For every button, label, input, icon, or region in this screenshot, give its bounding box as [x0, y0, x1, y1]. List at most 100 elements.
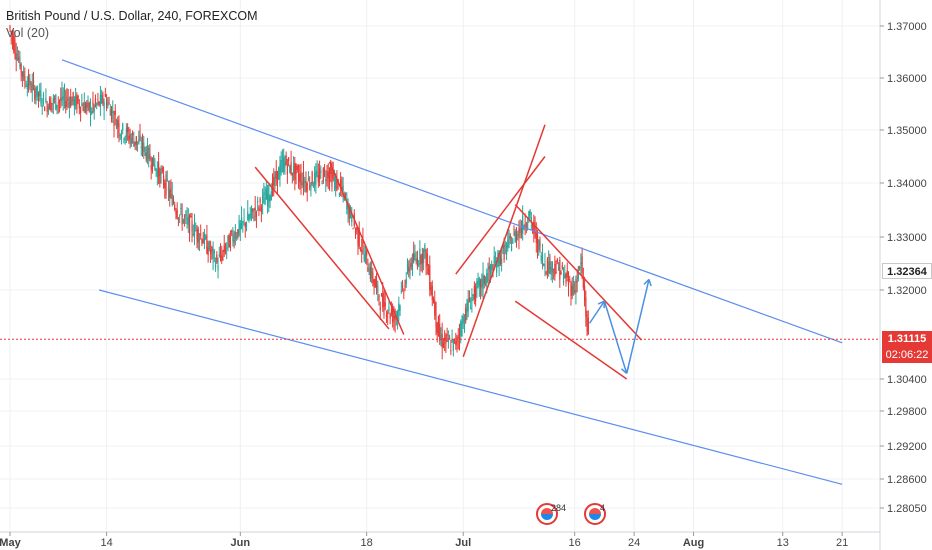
candle-body [187, 216, 189, 225]
candle-body [71, 100, 73, 106]
candle-body [475, 286, 477, 302]
candle-body [424, 245, 426, 252]
candle-body [336, 178, 338, 191]
candle-body [518, 228, 520, 238]
candle-body [253, 216, 255, 221]
candle-body [503, 244, 505, 260]
candle-body [296, 165, 298, 171]
candle-body [36, 85, 38, 97]
candle-body [520, 230, 523, 232]
candle-body [579, 267, 581, 269]
y-tick-label: 1.29200 [887, 441, 927, 453]
candle-body [40, 92, 42, 104]
candle-body [161, 168, 163, 172]
candle-body [60, 97, 62, 101]
candle-body [118, 123, 120, 134]
volume-indicator-label[interactable]: Vol (20) [6, 26, 50, 40]
economic-event-uk-icon[interactable] [536, 503, 558, 525]
candle-body [250, 206, 253, 214]
candle-body [260, 207, 262, 212]
trend-lines [61, 59, 843, 485]
candle-body [166, 179, 168, 181]
candle-body [169, 189, 171, 198]
x-tick-label: 14 [100, 537, 112, 549]
candle-body [82, 106, 84, 111]
candle-body [483, 276, 485, 284]
candle-body [403, 291, 405, 293]
candle-body [124, 136, 126, 140]
candle-body [431, 285, 433, 300]
candle-body [283, 157, 285, 173]
time-axis[interactable]: May 14 Jun 18 Jul 16 24 Aug 13 21 [0, 532, 848, 549]
candle-body [103, 102, 105, 109]
candle-body [455, 340, 457, 345]
economic-event-us-icon[interactable] [584, 503, 606, 525]
candle-body [265, 188, 267, 200]
candle-body [11, 33, 14, 41]
candle-body [94, 98, 97, 104]
candle-body [344, 193, 347, 196]
candle-body [25, 85, 27, 87]
candle-body [57, 102, 59, 104]
pattern-lines [254, 124, 643, 380]
candle-body [47, 106, 49, 112]
candle-body [387, 312, 389, 314]
candle-body [79, 107, 82, 114]
candle-body [110, 107, 113, 120]
candle-body [361, 249, 363, 252]
candle-body [322, 168, 324, 182]
candle-body [133, 140, 135, 147]
candle-body [213, 251, 215, 254]
candle-body [234, 232, 236, 240]
candle-body [290, 161, 292, 174]
candle-body [447, 338, 449, 343]
x-tick-label: Jun [231, 537, 251, 549]
candle-body [572, 283, 575, 290]
candle-body [302, 171, 305, 187]
candle-body [491, 263, 493, 271]
candle-body [326, 170, 328, 183]
candle-body [149, 153, 151, 161]
candle-body [504, 245, 506, 247]
candle-body [232, 233, 234, 241]
projection-segment [625, 279, 650, 374]
candle-body [356, 227, 358, 231]
candle-body [569, 278, 571, 281]
candle-body [548, 261, 550, 274]
candle-body [109, 109, 111, 116]
candle-body [567, 280, 570, 286]
grid [0, 0, 881, 550]
candle-body [167, 187, 170, 192]
candle-body [122, 123, 124, 131]
candle-body [148, 147, 150, 159]
candle-body [385, 315, 388, 317]
candle-body [83, 102, 85, 113]
candle-body [276, 171, 279, 184]
candle-body [181, 214, 183, 225]
candle-body [125, 128, 128, 138]
candle-body [214, 264, 217, 268]
candle-body [304, 181, 306, 183]
candle-body [550, 267, 552, 275]
candle-body [384, 302, 386, 307]
candle-body [415, 258, 417, 263]
candle-body [268, 185, 270, 202]
candle-body [180, 208, 182, 210]
candle-body [410, 262, 412, 267]
candle-body [543, 264, 545, 266]
candle-body [171, 193, 173, 206]
candle-body [52, 97, 54, 104]
candle-body [284, 161, 286, 169]
y-tick-label: 1.28050 [887, 503, 927, 515]
candle-body [460, 321, 462, 336]
candle-body [351, 212, 353, 222]
candle-body [175, 211, 177, 214]
candle-body [203, 233, 206, 245]
y-tick-label: 1.32000 [887, 285, 927, 297]
candle-body [176, 210, 178, 218]
price-axis[interactable]: 1.37000 1.36000 1.35000 1.34000 1.33000 1.320… [880, 21, 927, 515]
candle-body [294, 162, 296, 180]
candle-body [31, 83, 33, 91]
candle-body [347, 201, 349, 214]
